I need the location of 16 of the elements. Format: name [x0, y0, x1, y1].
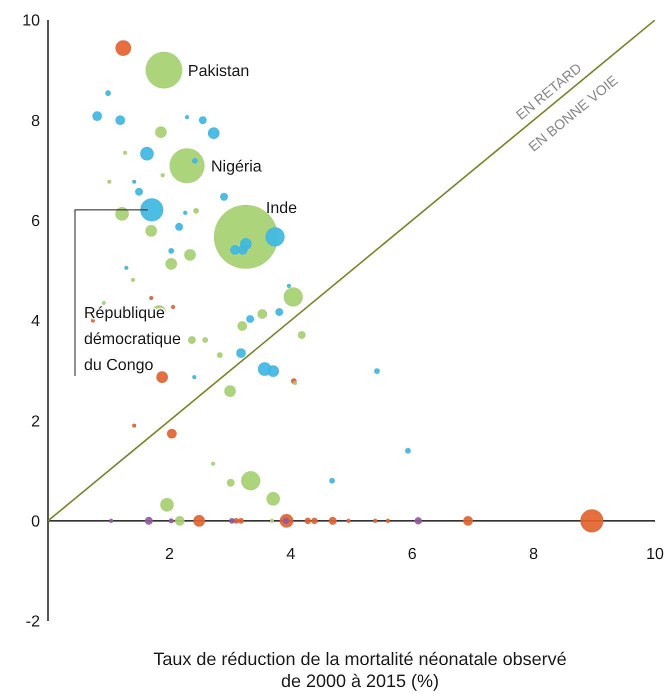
x-tick-label: 6	[408, 546, 417, 563]
y-tick-label: 2	[31, 413, 40, 430]
x-axis-title: Taux de réduction de la mortalité néonatale observé de 2000 à 2015 (%)	[152, 648, 568, 692]
y-tick-label: 0	[31, 514, 40, 531]
x-tick-label: 10	[646, 546, 664, 563]
annotation: Nigéria	[211, 158, 262, 176]
y-tick-label: 4	[31, 313, 40, 330]
x-tick-label: 8	[529, 546, 538, 563]
y-tick-label: 8	[31, 112, 40, 130]
annotation: Pakistan	[188, 63, 250, 80]
y-tick-label: 10	[22, 12, 40, 30]
x-tick-label: 2	[164, 546, 174, 563]
y-tick-label: 6	[31, 213, 40, 230]
annotation: Inde	[266, 200, 298, 217]
y-tick-label: -2	[26, 614, 40, 631]
x-tick-label: 4	[286, 546, 296, 563]
